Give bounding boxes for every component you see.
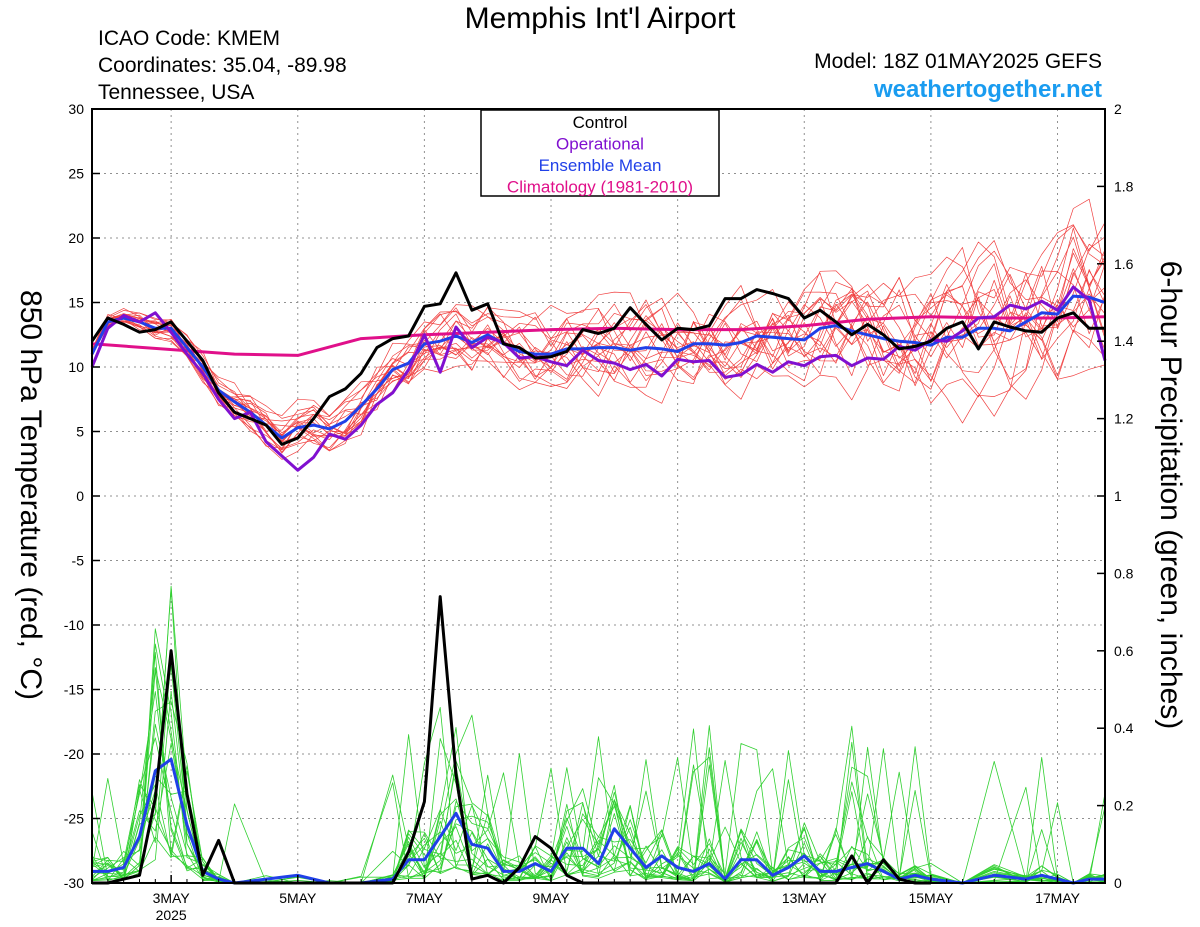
precip-member-line — [91, 727, 1106, 884]
ensemble-mean-precip-line — [92, 757, 1105, 885]
y-right-tick-label: 0.6 — [1114, 643, 1134, 659]
legend-entry-operational: Operational — [556, 135, 644, 154]
temp-member-lines — [91, 198, 1106, 460]
temp-member-line — [91, 243, 1106, 425]
y-right-tick-label: 2 — [1114, 101, 1122, 117]
precip-member-line — [91, 725, 1106, 884]
y-right-tick-label: 1.6 — [1114, 256, 1134, 272]
plot-area — [92, 109, 1105, 883]
precip-member-line — [91, 643, 1106, 884]
precip-member-line — [91, 743, 1106, 884]
model-run: Model: 18Z 01MAY2025 GEFS — [814, 50, 1102, 73]
precip-member-lines — [91, 585, 1106, 884]
y-axis-left-label: 850 hPa Temperature (red, °C) — [14, 290, 47, 700]
precip-member-line — [91, 738, 1106, 884]
temp-member-line — [91, 224, 1106, 437]
y-left-tick-label: 0 — [76, 488, 84, 504]
legend-entry-ensemble-mean: Ensemble Mean — [539, 156, 662, 175]
precip-member-line — [91, 665, 1106, 884]
coordinates: Coordinates: 35.04, -89.98 — [98, 54, 347, 77]
temp-member-line — [91, 304, 1106, 428]
plot-frame — [91, 108, 1106, 884]
x-tick-label: 5MAY — [279, 890, 317, 906]
temp-member-line — [91, 263, 1106, 453]
precip-member-line — [91, 760, 1106, 884]
y-right-tick-label: 0.4 — [1114, 720, 1134, 736]
y-left-tick-label: -5 — [72, 553, 85, 569]
temp-member-line — [91, 241, 1106, 460]
y-right-tick-label: 1.8 — [1114, 178, 1134, 194]
precip-member-line — [91, 753, 1106, 884]
precip-member-line — [91, 701, 1106, 884]
y-left-tick-label: -15 — [64, 682, 84, 698]
precip-member-line — [91, 667, 1106, 884]
site-name: weathertogether.net — [873, 76, 1102, 103]
operational-temp-line — [90, 285, 1107, 472]
x-tick-label: 7MAY — [406, 890, 444, 906]
precip-member-line — [91, 652, 1106, 884]
temp-member-line — [91, 248, 1106, 439]
temp-member-line — [91, 269, 1106, 454]
temp-member-line — [91, 252, 1106, 449]
legend-box — [480, 109, 720, 197]
y-right-tick-label: 0.2 — [1114, 798, 1134, 814]
precip-member-line — [91, 628, 1106, 884]
x-tick-label: 15MAY — [908, 890, 954, 906]
y-right-tick-label: 1.4 — [1114, 333, 1134, 349]
y-right-tick-label: 0.8 — [1114, 565, 1134, 581]
x-tick-label: 9MAY — [532, 890, 570, 906]
y-left-tick-label: 25 — [68, 166, 84, 182]
y-left-tick-label: -10 — [64, 617, 84, 633]
y-left-tick-label: 20 — [68, 230, 84, 246]
region: Tennessee, USA — [98, 81, 255, 104]
temp-member-line — [91, 236, 1106, 443]
control-temp-line — [90, 271, 1105, 446]
y-left-tick-label: 30 — [68, 101, 84, 117]
temp-member-line — [91, 236, 1106, 449]
y-left-tick-label: 5 — [76, 424, 84, 440]
x-tick-label: 11MAY — [656, 890, 700, 906]
precip-member-line — [91, 657, 1106, 884]
grid — [92, 109, 1105, 883]
temp-member-line — [91, 270, 1106, 443]
precip-member-line — [91, 669, 1106, 884]
y-right-tick-label: 0 — [1114, 875, 1122, 891]
legend-entry-climatology: Climatology (1981-2010) — [507, 178, 693, 197]
y-left-tick-label: 10 — [68, 359, 84, 375]
temp-member-line — [91, 227, 1106, 417]
temp-member-line — [91, 272, 1106, 451]
x-tick-label: 3MAY — [153, 890, 191, 906]
precip-member-line — [91, 585, 1106, 884]
y-left-tick-label: 15 — [68, 295, 84, 311]
precip-member-line — [91, 588, 1106, 884]
temp-member-line — [91, 222, 1106, 434]
y-right-tick-label: 1.2 — [1114, 411, 1134, 427]
precip-member-line — [91, 725, 1106, 884]
temp-member-line — [91, 198, 1106, 436]
control-precip-line — [92, 595, 931, 885]
climatology-temp-line — [91, 315, 1106, 357]
x-tick-sublabel: 2025 — [156, 907, 187, 923]
y-left-tick-label: -25 — [64, 811, 84, 827]
temp-member-line — [91, 266, 1106, 436]
precip-member-line — [91, 723, 1106, 884]
y-left-tick-label: -20 — [64, 746, 84, 762]
precip-member-line — [91, 691, 1106, 884]
temp-member-line — [91, 240, 1106, 442]
legend-entry-control: Control — [573, 113, 628, 132]
ensemble-mean-temp-line — [90, 294, 1106, 440]
temp-member-line — [91, 256, 1106, 452]
x-tick-label: 13MAY — [782, 890, 828, 906]
temp-member-line — [91, 273, 1106, 437]
y-right-tick-label: 1 — [1114, 488, 1122, 504]
y-left-tick-label: -30 — [64, 875, 84, 891]
precip-member-line — [91, 691, 1106, 884]
temp-member-line — [91, 284, 1106, 451]
y-axis-right-label: 6-hour Precipitation (green, inches) — [1154, 260, 1187, 730]
chart-title: Memphis Int'l Airport — [464, 2, 736, 35]
x-tick-label: 17MAY — [1035, 890, 1081, 906]
icao-code: ICAO Code: KMEM — [98, 27, 281, 50]
